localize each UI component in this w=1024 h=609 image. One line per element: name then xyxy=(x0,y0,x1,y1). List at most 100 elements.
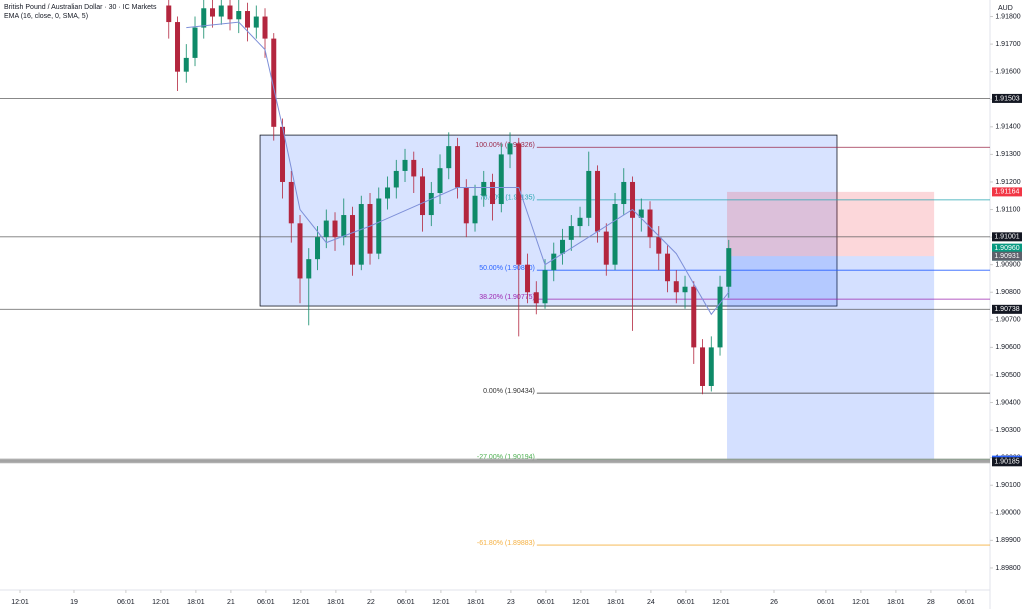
candle-body xyxy=(638,209,644,218)
candle-body xyxy=(498,154,504,205)
candle-body xyxy=(700,347,706,386)
candle-body xyxy=(367,204,373,254)
x-tick-label: 18:01 xyxy=(327,599,345,606)
y-tick-label: 1.91300 xyxy=(995,151,1020,158)
y-tick-label: 1.90600 xyxy=(995,344,1020,351)
candle-body xyxy=(726,248,732,287)
x-tick-label: 21 xyxy=(227,599,235,606)
stop-zone xyxy=(727,191,935,257)
candle-body xyxy=(385,187,391,199)
y-tick-label: 1.90500 xyxy=(995,372,1020,379)
fib-label: 38.20% (1.90775) xyxy=(479,294,535,301)
candle-body xyxy=(393,170,399,188)
candle-body xyxy=(481,181,487,196)
indicator-label: EMA (16, close, 0, SMA, 5) xyxy=(4,13,88,20)
y-tick-label: 1.91100 xyxy=(996,206,1021,213)
price-label-box xyxy=(992,93,1022,103)
x-tick-label: 12:01 xyxy=(572,599,590,606)
x-tick-label: 12:01 xyxy=(292,599,310,606)
x-tick-label: 28 xyxy=(927,599,935,606)
candle-body xyxy=(516,143,522,265)
candle-body xyxy=(306,259,312,279)
range-box xyxy=(259,134,838,307)
candle-body xyxy=(525,264,531,293)
price-label-box xyxy=(992,187,1022,197)
x-tick-label: 06:01 xyxy=(957,599,975,606)
x-tick-label: 23 xyxy=(507,599,515,606)
price-label: 1.91164 xyxy=(995,189,1020,196)
candle-body xyxy=(210,8,216,17)
candle-body xyxy=(568,226,574,240)
y-tick-label: 1.91700 xyxy=(995,41,1020,48)
y-tick-label: 1.90400 xyxy=(995,399,1020,406)
y-tick-label: 1.89800 xyxy=(995,565,1020,572)
x-tick-label: 22 xyxy=(367,599,375,606)
y-tick-label: 1.90800 xyxy=(995,289,1020,296)
candle-body xyxy=(603,231,609,265)
candle-body xyxy=(402,159,408,171)
candle-body xyxy=(323,220,329,238)
price-label: 1.90738 xyxy=(994,306,1019,313)
candle-body xyxy=(586,170,592,218)
price-label-box xyxy=(992,243,1022,253)
candle-body xyxy=(166,5,172,23)
candle-body xyxy=(227,5,233,20)
candle-body xyxy=(253,16,259,28)
y-tick-label: 1.90100 xyxy=(995,482,1020,489)
x-tick-label: 18:01 xyxy=(187,599,205,606)
candle-body xyxy=(271,38,277,127)
candle-body xyxy=(673,281,679,293)
y-tick-label: 1.91200 xyxy=(995,179,1020,186)
x-tick-label: 12:01 xyxy=(432,599,450,606)
candle-body xyxy=(656,237,662,254)
y-tick-label: 1.90900 xyxy=(995,262,1020,269)
x-tick-label: 26 xyxy=(770,599,778,606)
candle-body xyxy=(533,292,539,304)
candle-body xyxy=(236,11,242,20)
x-tick-label: 06:01 xyxy=(117,599,135,606)
candle-body xyxy=(691,286,697,348)
fib-label: -61.80% (1.89883) xyxy=(477,540,535,547)
price-label: 1.91001 xyxy=(994,234,1019,241)
x-tick-label: 12:01 xyxy=(712,599,730,606)
price-label: 1.90960 xyxy=(994,245,1019,252)
candle-body xyxy=(341,215,347,238)
candle-body xyxy=(630,181,636,218)
candle-body xyxy=(463,187,469,224)
fib-label: 100.00% (1.91326) xyxy=(475,142,535,149)
y-tick-label: 1.91800 xyxy=(995,13,1020,20)
candle-body xyxy=(455,146,461,188)
y-tick-label: 1.90000 xyxy=(995,510,1020,517)
currency-label: AUD xyxy=(998,5,1013,12)
x-tick-label: 12:01 xyxy=(852,599,870,606)
price-label-box xyxy=(992,232,1022,242)
candle-body xyxy=(350,215,356,265)
candle-body xyxy=(621,181,627,205)
fib-label: -27.00% (1.90194) xyxy=(477,454,535,461)
x-tick-label: 24 xyxy=(647,599,655,606)
candle-body xyxy=(682,286,688,293)
y-tick-label: 1.91600 xyxy=(995,69,1020,76)
candle-body xyxy=(446,146,452,169)
x-tick-label: 12:01 xyxy=(152,599,170,606)
y-tick-label: 1.91400 xyxy=(995,124,1020,131)
fib-label: 78.60% (1.91135) xyxy=(480,195,535,202)
candle-body xyxy=(560,239,566,254)
candle-body xyxy=(297,223,303,279)
x-tick-label: 12:01 xyxy=(11,599,29,606)
candle-body xyxy=(428,192,434,216)
price-label-box xyxy=(992,457,1022,467)
candle-body xyxy=(551,253,557,271)
chart-title: British Pound / Australian Dollar · 30 ·… xyxy=(4,4,157,11)
x-tick-label: 06:01 xyxy=(677,599,695,606)
x-tick-label: 06:01 xyxy=(817,599,835,606)
candle-body xyxy=(245,11,251,28)
y-tick-label: 1.90300 xyxy=(995,427,1020,434)
candle-body xyxy=(315,237,321,260)
candle-body xyxy=(437,168,443,193)
price-label-box xyxy=(992,251,1022,261)
candle-body xyxy=(717,286,723,348)
candle-body xyxy=(665,253,671,282)
